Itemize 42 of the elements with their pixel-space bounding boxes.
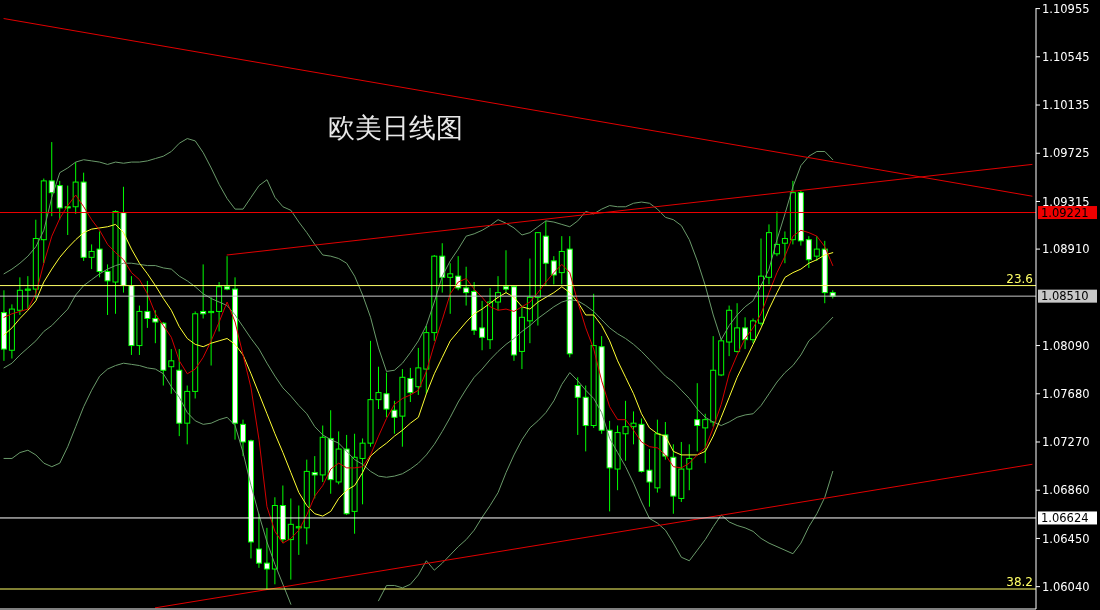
candlestick <box>168 348 175 395</box>
candlestick <box>694 382 701 452</box>
text: 欧美日线图 <box>328 111 463 145</box>
candlestick <box>742 316 749 350</box>
candlestick <box>48 141 55 217</box>
candlestick <box>463 266 470 307</box>
annotation: 23.6 <box>1006 271 1033 286</box>
candlestick <box>439 242 446 294</box>
candlestick <box>813 235 820 262</box>
candlestick <box>16 276 23 316</box>
candlestick <box>224 255 231 291</box>
y-tick-label: 1.07270 <box>1042 435 1090 450</box>
y-tick-label: 1.10955 <box>1042 1 1090 16</box>
candlestick <box>263 527 270 590</box>
candlestick <box>240 419 247 457</box>
candlestick <box>503 249 509 294</box>
y-tick-label: 1.06860 <box>1042 483 1090 498</box>
y-tick-label: 1.07680 <box>1042 386 1090 401</box>
y-tick-label: 1.08910 <box>1042 242 1090 257</box>
candlestick <box>208 296 215 367</box>
candlestick <box>479 300 486 351</box>
candlestick <box>702 413 709 464</box>
ref-line-label: 1.08510 <box>1041 289 1089 304</box>
candlestick <box>734 302 741 354</box>
candlestick <box>805 235 812 269</box>
candlestick <box>781 230 788 264</box>
candlestick <box>56 180 63 221</box>
candlestick <box>558 235 565 285</box>
annotation: 38.2 <box>1006 575 1033 590</box>
y-tick-label: 1.10545 <box>1042 49 1090 64</box>
y-tick-label: 1.10135 <box>1042 98 1090 113</box>
candlestick <box>550 255 557 285</box>
candlestick <box>64 185 71 236</box>
candlestick <box>447 262 454 315</box>
candlestick <box>200 263 207 319</box>
y-tick-label: 1.06040 <box>1042 579 1090 594</box>
y-tick-label: 1.06450 <box>1042 531 1090 546</box>
candlestick <box>574 376 581 436</box>
y-tick-label: 1.08090 <box>1042 338 1090 353</box>
y-tick-label: 1.09725 <box>1042 146 1090 161</box>
candlestick <box>24 275 31 310</box>
ref-line-label: 1.06624 <box>1041 510 1089 525</box>
